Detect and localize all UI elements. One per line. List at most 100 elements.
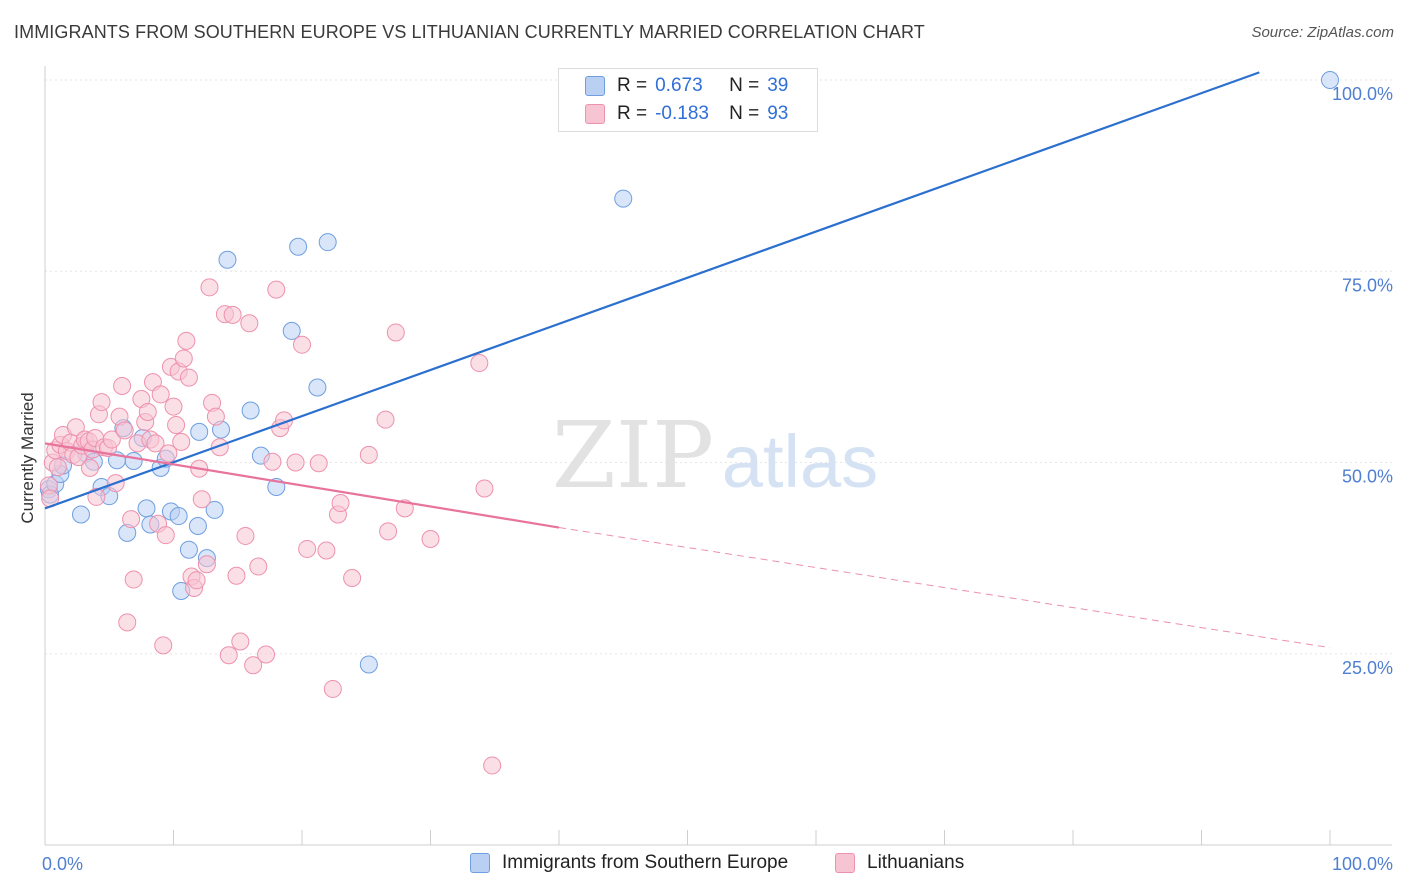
watermark: ZIP atlas [552,402,878,509]
legend-label-immigrants: Immigrants from Southern Europe [502,852,789,873]
point-immigrants [190,422,209,441]
point-lithuanians [219,646,238,665]
point-lithuanians [244,656,263,675]
point-lithuanians [102,430,121,449]
watermark-zip: ZIP [552,402,714,509]
legend-n-value: 39 [767,75,789,96]
point-immigrants [124,451,143,470]
trend-line [44,71,1260,510]
point-lithuanians [395,499,414,518]
point-lithuanians [309,454,328,473]
point-lithuanians [293,335,311,354]
y-tick-label: 75.0% [1342,275,1393,295]
legend-n-label: N = [729,75,760,96]
point-lithuanians [359,445,378,464]
point-immigrants [308,378,327,397]
point-lithuanians [92,393,111,412]
series-legend: Immigrants from Southern Europe Lithuani… [0,852,1406,878]
point-immigrants [282,321,301,340]
x-tick-label: 100.0% [1332,854,1393,874]
point-immigrants [318,233,337,252]
point-lithuanians [172,432,191,451]
point-lithuanians [87,487,106,506]
trend-lines [44,71,1331,649]
point-lithuanians [174,349,193,368]
y-tick-label: 100.0% [1332,84,1393,104]
point-lithuanians [138,403,157,422]
point-immigrants [205,500,224,519]
grid-lines [45,79,1392,655]
point-lithuanians [470,354,489,373]
point-lithuanians [159,444,178,463]
point-lithuanians [263,452,282,471]
point-lithuanians [249,557,268,576]
y-tick-label: 25.0% [1342,658,1393,678]
point-lithuanians [317,541,336,560]
point-lithuanians [227,566,246,585]
point-immigrants [289,237,308,256]
point-lithuanians [376,410,395,429]
point-immigrants [1321,71,1339,89]
trend-line-extension [558,527,1331,649]
point-lithuanians [421,530,440,548]
legend-r-value: -0.183 [655,103,709,124]
trend-line [44,442,560,529]
point-immigrants [614,189,633,208]
legend-item-lithuanians[interactable]: Lithuanians [835,852,964,874]
point-lithuanians [223,305,242,324]
point-lithuanians [386,323,405,342]
point-lithuanians [197,555,216,574]
point-lithuanians [210,438,229,457]
point-immigrants [359,655,378,674]
point-lithuanians [475,479,494,498]
point-lithuanians [167,416,186,435]
point-lithuanians [146,434,165,453]
point-lithuanians [156,526,175,545]
point-immigrants [169,507,188,526]
point-lithuanians [206,407,225,426]
legend-swatch-blue [470,853,490,873]
point-lithuanians [115,421,134,440]
point-lithuanians [48,458,67,477]
chart-title: IMMIGRANTS FROM SOUTHERN EUROPE VS LITHU… [14,22,925,42]
watermark-atlas: atlas [722,420,878,503]
point-lithuanians [177,331,196,350]
legend-r-label: R = [617,103,648,124]
point-lithuanians [267,280,286,299]
stats-legend: R = 0.673 N = 39 R = -0.183 N = 93 [558,68,818,132]
point-lithuanians [343,569,362,588]
point-lithuanians [118,613,137,632]
legend-n-value: 93 [767,103,789,124]
point-immigrants [241,401,260,420]
point-immigrants [218,250,237,269]
point-lithuanians [257,645,276,664]
point-lithuanians [66,418,85,437]
legend-swatch-pink [585,104,605,124]
y-tick-label: 50.0% [1342,467,1393,487]
data-points [39,71,1339,775]
point-lithuanians [323,679,342,698]
source-label: Source: ZipAtlas.com [1251,24,1394,41]
point-immigrants [179,540,198,559]
tick-labels: 25.0% 50.0% 75.0% 100.0% 0.0% 100.0% [42,84,1393,874]
point-immigrants [137,499,156,518]
legend-n-label: N = [729,103,760,124]
legend-row-blue: R = 0.673 N = 39 [585,73,788,99]
legend-swatch-blue [585,76,605,96]
point-lithuanians [192,490,211,509]
point-lithuanians [124,570,143,589]
legend-r-label: R = [617,75,648,96]
point-lithuanians [298,539,317,558]
point-lithuanians [179,368,198,387]
legend-label-lithuanians: Lithuanians [867,852,965,873]
point-lithuanians [331,494,350,513]
point-lithuanians [200,278,219,297]
legend-item-immigrants[interactable]: Immigrants from Southern Europe [470,852,788,874]
point-lithuanians [122,510,141,529]
point-lithuanians [231,632,250,651]
x-tick-label: 0.0% [42,854,83,874]
point-lithuanians [80,458,99,477]
legend-r-value: 0.673 [655,75,703,96]
legend-row-pink: R = -0.183 N = 93 [585,101,788,127]
